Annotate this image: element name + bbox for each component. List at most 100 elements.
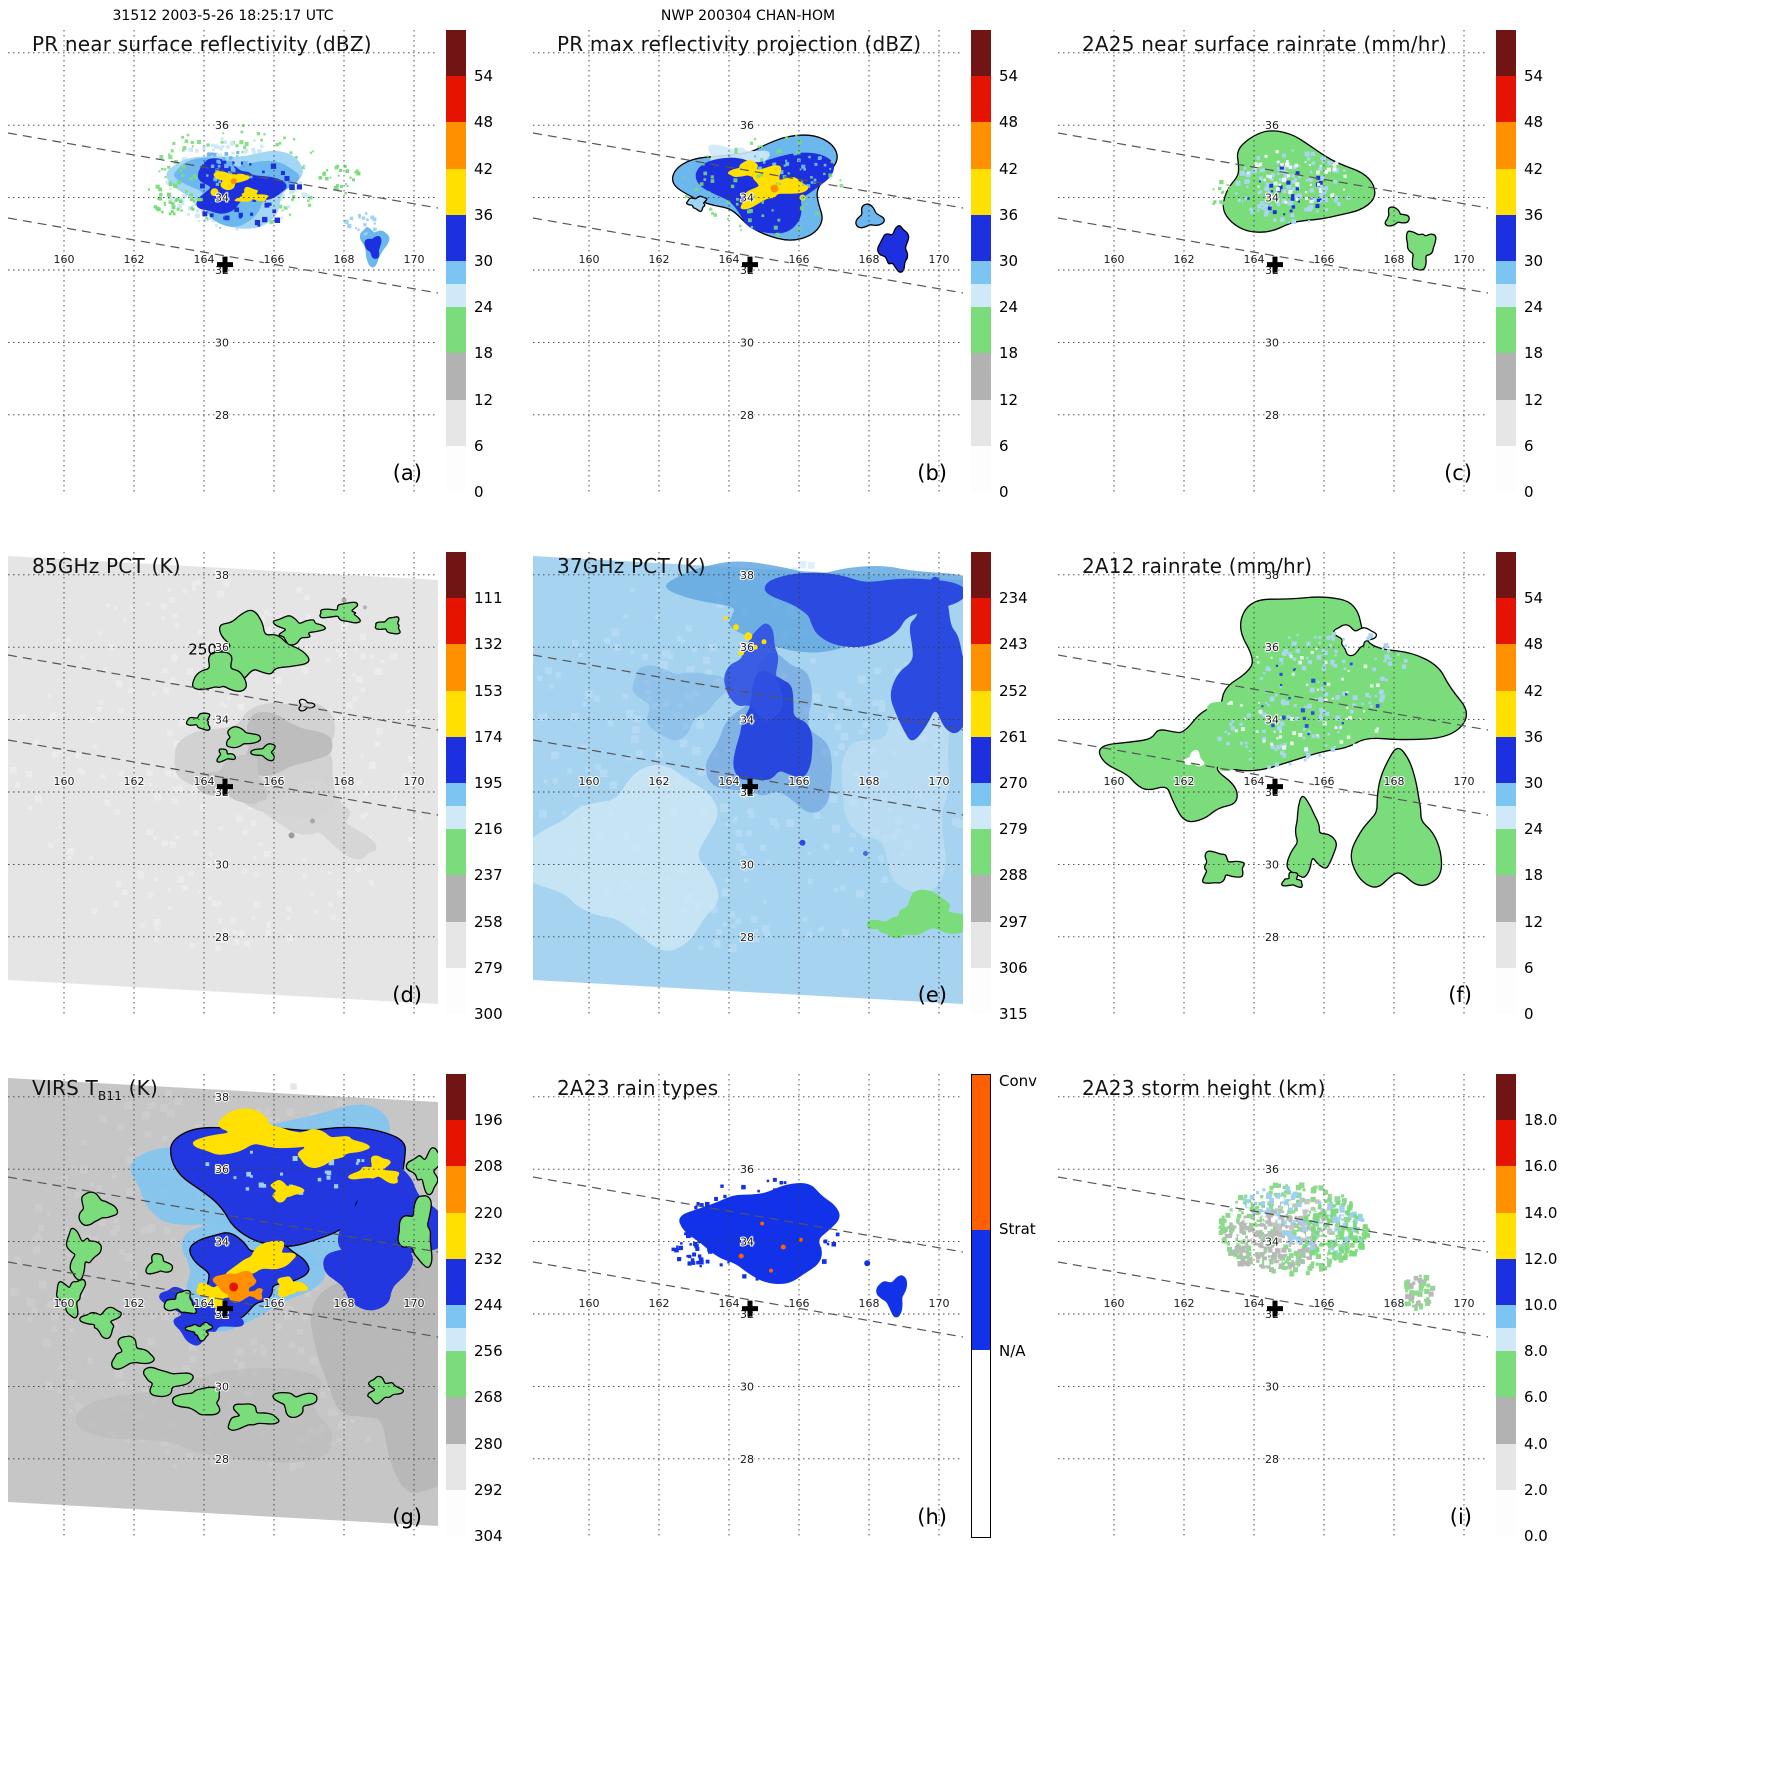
swath-edge-lines bbox=[1058, 654, 1488, 816]
colorbar-segment bbox=[1496, 122, 1516, 169]
colorbar-tick-label: 30 bbox=[474, 252, 494, 270]
colorbar-tick-label: 18 bbox=[999, 344, 1019, 363]
storm-center-marker bbox=[1267, 1300, 1283, 1317]
colorbar: Conv Strat N/A bbox=[971, 1072, 1057, 1538]
colorbar-tick-label: 8.0 bbox=[1524, 1342, 1548, 1361]
colorbar-tick-label: 304 bbox=[474, 1527, 503, 1545]
colorbar-segment bbox=[446, 30, 466, 77]
lat-label: 36 bbox=[1265, 119, 1279, 132]
lon-label: 162 bbox=[649, 775, 670, 788]
lat-label: 34 bbox=[215, 1236, 229, 1249]
lat-label: 30 bbox=[740, 1380, 754, 1393]
colorbar-segment bbox=[1496, 445, 1516, 492]
colorbar-tick-label: 0 bbox=[474, 483, 484, 501]
colorbar-segment bbox=[1496, 1489, 1516, 1536]
colorbar-segment bbox=[971, 967, 991, 1014]
colorbar-segment bbox=[1496, 829, 1516, 876]
colorbar-segment bbox=[1496, 690, 1516, 737]
colorbar-segment bbox=[446, 967, 466, 1014]
data-field bbox=[1218, 1182, 1436, 1311]
lat-label: 34 bbox=[740, 192, 754, 205]
panel-title: 2A25 near surface rainrate (mm/hr) bbox=[1082, 32, 1448, 56]
colorbar-tick-label: 42 bbox=[999, 159, 1019, 178]
colorbar-segment bbox=[446, 598, 466, 645]
colorbar-tick-label: 280 bbox=[474, 1434, 503, 1453]
colorbar-gradient bbox=[971, 30, 991, 492]
panel-title: PR near surface reflectivity (dBZ) bbox=[32, 32, 372, 56]
colorbar-segment bbox=[446, 829, 466, 876]
gridlines bbox=[8, 30, 438, 492]
colorbar-tick-label: 268 bbox=[474, 1388, 503, 1407]
lon-label: 166 bbox=[1314, 253, 1335, 266]
lon-label: 168 bbox=[859, 1297, 880, 1310]
colorbar-segment bbox=[971, 782, 991, 807]
colorbar-segment bbox=[446, 1489, 466, 1536]
colorbar-segment bbox=[1496, 1074, 1516, 1121]
colorbar-segment bbox=[971, 76, 991, 123]
swath-edge-lines bbox=[1058, 132, 1488, 294]
lat-label: 28 bbox=[1265, 931, 1279, 944]
lat-label: 34 bbox=[215, 714, 229, 727]
lat-label: 36 bbox=[215, 1163, 229, 1176]
colorbar-tick-label: 24 bbox=[999, 298, 1019, 317]
colorbar-segment bbox=[446, 736, 466, 783]
colorbar-tick-label: 279 bbox=[999, 820, 1028, 839]
lat-label: 36 bbox=[215, 119, 229, 132]
storm-center-marker bbox=[742, 778, 758, 795]
colorbar-segment bbox=[1496, 644, 1516, 691]
colorbar-tick-label: 6.0 bbox=[1524, 1388, 1548, 1407]
panel-i: 160 162 164 166 168 170 36 34 32 30 28 (i) 2A23 stor… bbox=[1058, 1074, 1583, 1596]
colorbar-segment bbox=[971, 122, 991, 169]
colorbar-segment bbox=[446, 353, 466, 400]
lon-label: 164 bbox=[1244, 253, 1265, 266]
colorbar-gradient bbox=[1496, 552, 1516, 1014]
data-field bbox=[8, 1078, 438, 1526]
colorbar-segment bbox=[446, 1166, 466, 1213]
colorbar: 111 132 153 174 195 216 237 258 279 300 bbox=[446, 552, 532, 1023]
colorbar-segment bbox=[446, 782, 466, 807]
colorbar-segment bbox=[1496, 1258, 1516, 1305]
colorbar-tick-label: 24 bbox=[474, 298, 494, 317]
colorbar-tick-label: 237 bbox=[474, 866, 503, 885]
lon-label: 164 bbox=[194, 1297, 215, 1310]
lon-label: 168 bbox=[1384, 775, 1405, 788]
colorbar-segment bbox=[971, 736, 991, 783]
colorbar-segment bbox=[1496, 921, 1516, 968]
colorbar-segment bbox=[971, 598, 991, 645]
lat-label: 30 bbox=[740, 336, 754, 349]
colorbar-tick-label: 14.0 bbox=[1524, 1203, 1558, 1222]
lat-label: 34 bbox=[740, 1236, 754, 1249]
colorbar-segment bbox=[446, 690, 466, 737]
lon-label: 166 bbox=[1314, 775, 1335, 788]
data-field bbox=[1098, 596, 1468, 888]
colorbar-tick-label: 12 bbox=[474, 390, 494, 409]
colorbar-segment bbox=[1496, 399, 1516, 446]
colorbar-gradient bbox=[446, 30, 466, 492]
lon-label: 162 bbox=[124, 253, 145, 266]
lon-label: 160 bbox=[579, 253, 600, 266]
colorbar-tick-label: 0.0 bbox=[1524, 1527, 1548, 1545]
lat-label: 36 bbox=[740, 1163, 754, 1176]
panel-title: 85GHz PCT (K) bbox=[32, 554, 181, 578]
colorbar-tick-label: 6 bbox=[999, 436, 1009, 455]
colorbar-segment bbox=[1496, 76, 1516, 123]
lon-label: 168 bbox=[1384, 1297, 1405, 1310]
colorbar-segment bbox=[1496, 1351, 1516, 1398]
colorbar-segment bbox=[1496, 307, 1516, 354]
storm-center-marker bbox=[217, 778, 233, 795]
colorbar-segment bbox=[971, 806, 991, 830]
colorbar-tick-label: 18 bbox=[1524, 344, 1544, 363]
colorbar-tick-label: 258 bbox=[474, 912, 503, 931]
lat-label: 38 bbox=[215, 569, 229, 582]
lon-label: 166 bbox=[264, 775, 285, 788]
colorbar-segment bbox=[1496, 598, 1516, 645]
lon-label: 170 bbox=[929, 1297, 950, 1310]
colorbar-tick-label: 54 bbox=[1524, 589, 1544, 608]
colorbar-tick-label: 48 bbox=[1524, 113, 1544, 132]
colorbar-segment bbox=[1496, 1166, 1516, 1213]
swath-edge-lines bbox=[533, 1176, 963, 1338]
